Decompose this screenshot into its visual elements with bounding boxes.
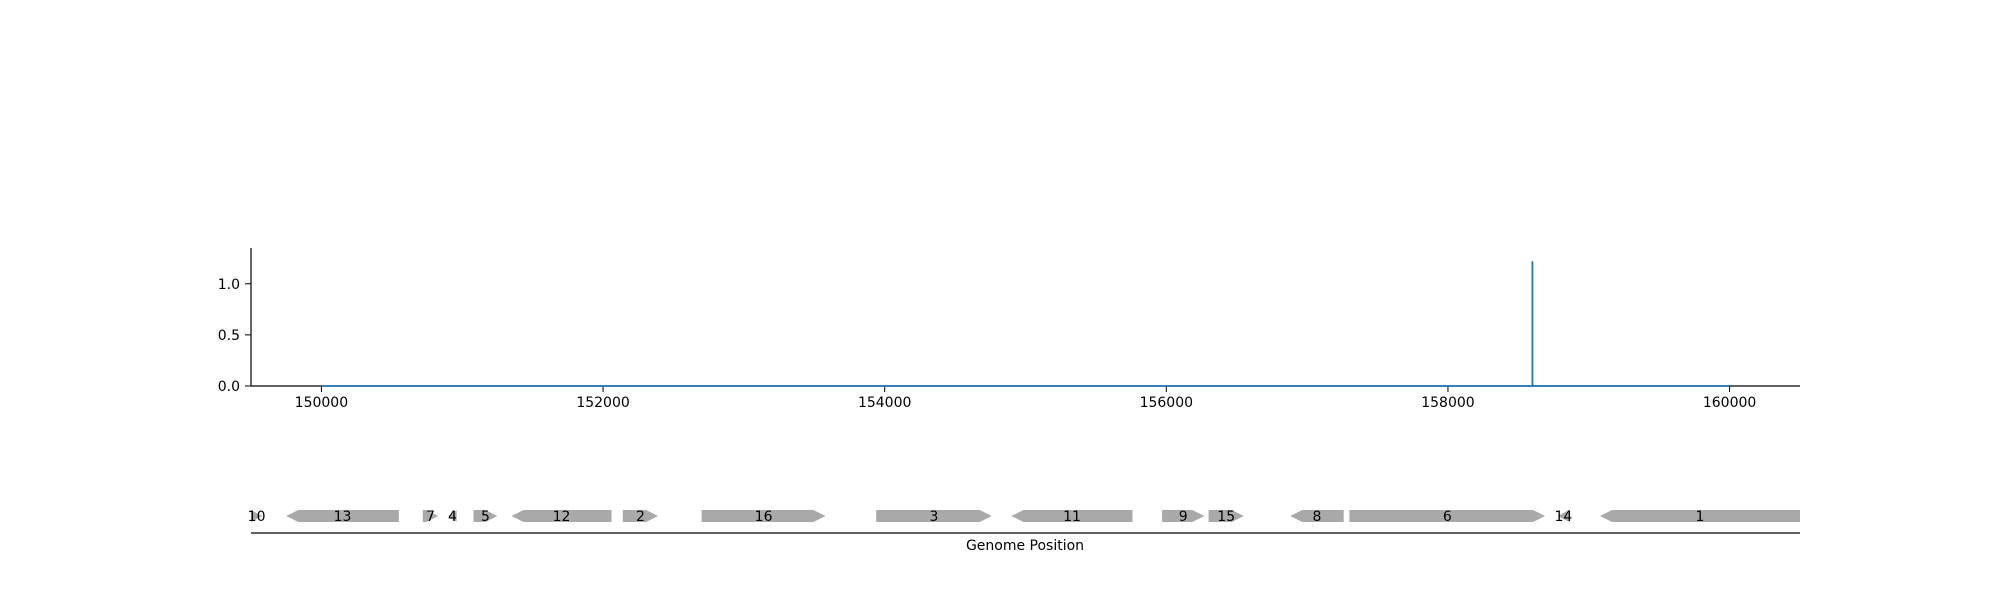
y-tick-label: 0.0 [218,379,240,395]
gene-arrow-8 [1290,510,1344,522]
signal-series [321,261,1730,387]
gene-arrow-5 [473,510,498,522]
x-tick-label: 158000 [1421,395,1474,411]
gene-arrow-1 [1600,510,1800,522]
gene-label-3: 3 [930,509,939,525]
gene-label-9: 9 [1179,509,1188,525]
y-tick-label: 1.0 [218,277,240,293]
gene-label-4: 4 [448,509,457,525]
gene-label-15: 15 [1217,509,1235,525]
signal-line [321,261,1730,387]
gene-arrow-7 [422,510,439,522]
signal-y-ticks: 0.0 0.5 1.0 [218,277,251,395]
gene-arrow-11 [1011,510,1133,522]
gene-arrow-10 [251,510,263,522]
gene-label-7: 7 [426,509,435,525]
gene-label-2: 2 [636,509,645,525]
gene-map-panel: 10 13 7 4 5 12 2 16 3 11 9 15 8 6 14 1 Genome Position [248,509,1800,554]
gene-arrow-9 [1162,510,1205,522]
gene-label-5: 5 [481,509,490,525]
gene-label-14: 14 [1554,509,1572,525]
gene-arrow-6 [1349,510,1546,522]
gene-arrow-4 [448,510,457,522]
gene-arrow-12 [511,510,612,522]
gene-arrow-3 [876,510,992,522]
gene-arrow-2 [622,510,658,522]
gene-label-1: 1 [1696,509,1705,525]
y-tick-label: 0.5 [218,328,240,344]
gene-label-10: 10 [248,509,266,525]
signal-track-panel: 150000 152000 154000 156000 158000 160000 0.0… [218,248,1800,411]
gene-label-13: 13 [334,509,352,525]
gene-arrow-15 [1208,510,1244,522]
x-tick-label: 152000 [576,395,629,411]
gene-label-6: 6 [1443,509,1452,525]
gene-arrow-13 [286,510,399,522]
gene-arrow-16 [701,510,826,522]
gene-label-8: 8 [1313,509,1322,525]
gene-arrows: 10 13 7 4 5 12 2 16 3 11 9 15 8 6 14 1 [248,509,1800,525]
gene-label-16: 16 [755,509,773,525]
signal-x-ticks: 150000 152000 154000 156000 158000 160000 [295,386,1756,411]
gene-label-11: 11 [1063,509,1081,525]
gene-arrow-14 [1557,510,1570,522]
x-tick-label: 150000 [295,395,348,411]
gene-map-x-axis-label: Genome Position [966,538,1084,554]
gene-label-12: 12 [553,509,571,525]
x-tick-label: 156000 [1140,395,1193,411]
x-tick-label: 154000 [858,395,911,411]
x-tick-label: 160000 [1703,395,1756,411]
